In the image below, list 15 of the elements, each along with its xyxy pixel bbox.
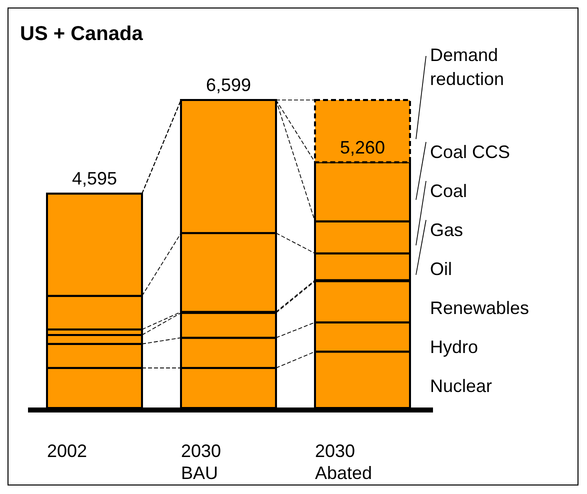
annotation: 4,595 [72, 168, 118, 189]
series-label: Coal CCS [430, 142, 510, 162]
series-label: Demand reduction [430, 45, 504, 89]
x-tick-label: 2002 [47, 441, 88, 461]
annotation: 6,599 [206, 75, 252, 95]
x-tick-label: 2030 BAU [181, 441, 222, 483]
series-label: Renewables [430, 298, 530, 318]
series-label: Coal [430, 181, 468, 201]
series-label: Nuclear [430, 376, 492, 396]
chart-title: US + Canada [20, 23, 144, 45]
series-label: Gas [430, 220, 464, 240]
series-label: Hydro [430, 337, 478, 357]
x-tick-label: 2030 Abated [315, 441, 372, 483]
annotation: 5,260 [340, 138, 386, 158]
series-label: Oil [430, 259, 452, 279]
